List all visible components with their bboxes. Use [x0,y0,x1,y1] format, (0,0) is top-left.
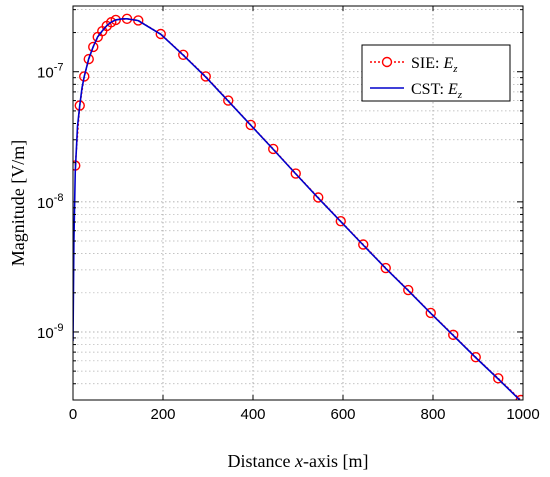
tick-labels: 0 200 400 600 800 1000 10-7 10-8 10-9 [37,62,540,423]
series-line [73,18,521,400]
data-point [245,119,256,131]
y-tick-label: 10-9 [37,322,63,342]
data-point [425,307,436,319]
legend: SIE: Ez CST: Ez [361,44,511,102]
data-point [79,71,90,82]
plot-frame [72,5,524,401]
data-point [200,71,211,82]
grid [73,6,523,400]
legend-label: CST: Ez [411,81,463,101]
data-point [335,216,346,227]
legend-label: SIE: Ez [411,55,458,75]
legend-entry: SIE: Ez [370,55,458,75]
data-point [448,329,459,341]
x-axis-label: Distance x-axis [m] [228,451,369,471]
x-tick-label: 600 [330,406,355,423]
plot-area [73,13,523,400]
data-point [470,351,481,363]
data-point [290,168,301,179]
data-point [313,192,324,203]
legend-box [361,44,511,102]
data-point [358,239,369,250]
x-tick-label: 1000 [506,406,539,423]
series-cst [73,18,521,400]
data-point [493,373,504,384]
x-tick-label: 0 [69,406,77,423]
x-tick-label: 200 [150,406,175,423]
data-point [380,262,391,274]
data-point [223,95,234,106]
y-tick-label: 10-7 [37,62,63,82]
legend-entry: CST: Ez [370,81,463,101]
legend-marker [381,56,393,68]
data-point [268,143,279,155]
data-point [403,284,414,296]
data-point [515,394,523,400]
data-point [88,41,99,53]
data-point [155,28,166,40]
y-tick-label: 10-8 [37,192,63,212]
data-point [178,49,189,60]
x-tick-label: 400 [240,406,265,423]
x-tick-label: 800 [420,406,445,423]
y-axis-label: Magnitude [V/m] [8,140,28,266]
data-point [83,53,94,65]
axis-ticks [72,6,524,400]
